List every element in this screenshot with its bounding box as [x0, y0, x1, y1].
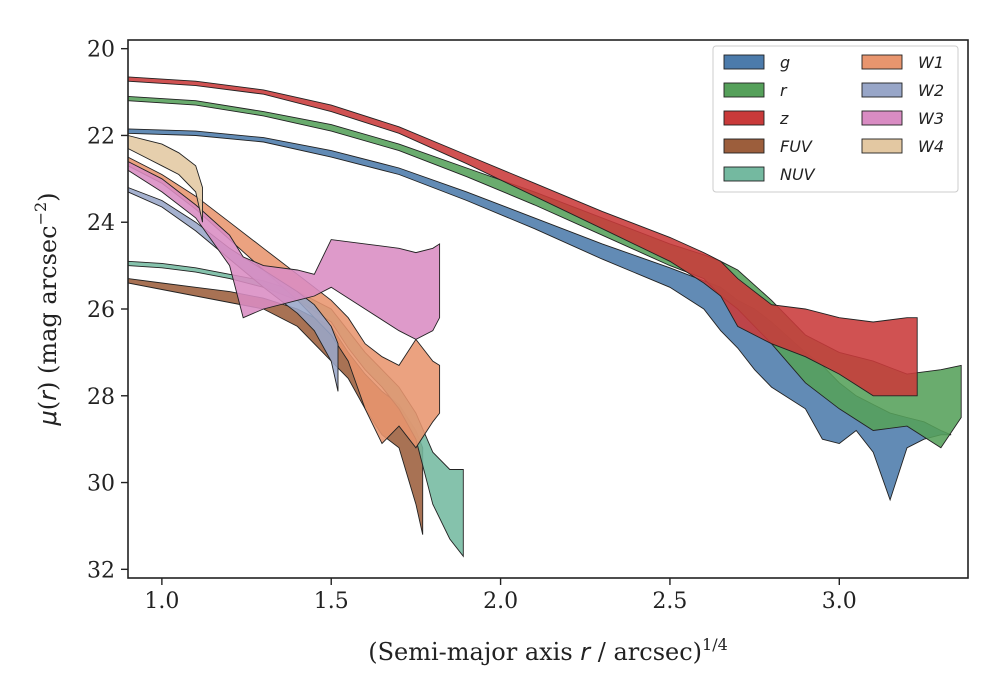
x-tick-label: 2.5 — [652, 589, 687, 614]
legend-label-w2: W2 — [918, 81, 944, 100]
legend-label-nuv: NUV — [780, 165, 816, 184]
x-tick-label: 2.0 — [483, 589, 518, 614]
legend-swatch-nuv — [723, 166, 765, 182]
legend-label-w1: W1 — [918, 53, 944, 72]
legend-swatch-fuv — [723, 138, 765, 154]
x-axis-label: (Semi-major axis r / arcsec)1/4 — [368, 635, 728, 666]
legend-swatch-w1 — [861, 54, 903, 70]
y-axis-ticks: 20 22 24 26 28 30 32 — [87, 38, 128, 583]
legend: grz FUV NUV W1 W2 W3 W4 — [712, 45, 959, 193]
band-w4 — [127, 134, 203, 223]
band-z — [127, 76, 918, 397]
y-tick-label: 32 — [87, 558, 115, 583]
x-tick-label: 3.0 — [822, 589, 857, 614]
legend-swatch-g — [723, 54, 765, 70]
profile-bands — [127, 76, 962, 558]
legend-label-g: g — [780, 53, 790, 72]
y-tick-label: 26 — [87, 298, 115, 323]
legend-swatch-w3 — [861, 110, 903, 126]
x-axis-ticks: 1.0 1.5 2.0 2.5 3.0 — [144, 578, 857, 614]
legend-swatch-w4 — [861, 138, 903, 154]
legend-box — [712, 45, 959, 193]
x-tick-label: 1.5 — [314, 589, 349, 614]
legend-label-w4: W4 — [918, 137, 944, 156]
y-tick-label: 24 — [87, 211, 115, 236]
y-tick-label: 20 — [87, 38, 115, 63]
x-tick-label: 1.0 — [144, 589, 179, 614]
legend-label-z: z — [779, 109, 789, 128]
legend-swatch-r — [723, 82, 765, 98]
legend-label-w3: W3 — [918, 109, 944, 128]
legend-swatch-w2 — [861, 82, 903, 98]
y-axis-label: μ(r) (mag arcsec−2) — [31, 192, 62, 426]
band-w1 — [127, 156, 441, 449]
y-tick-label: 30 — [87, 472, 115, 497]
y-tick-label: 22 — [87, 124, 115, 149]
legend-label-fuv: FUV — [780, 137, 813, 156]
legend-swatch-z — [723, 110, 765, 126]
band-w3 — [127, 160, 441, 340]
y-tick-label: 28 — [87, 385, 115, 410]
legend-label-r: r — [780, 81, 788, 100]
